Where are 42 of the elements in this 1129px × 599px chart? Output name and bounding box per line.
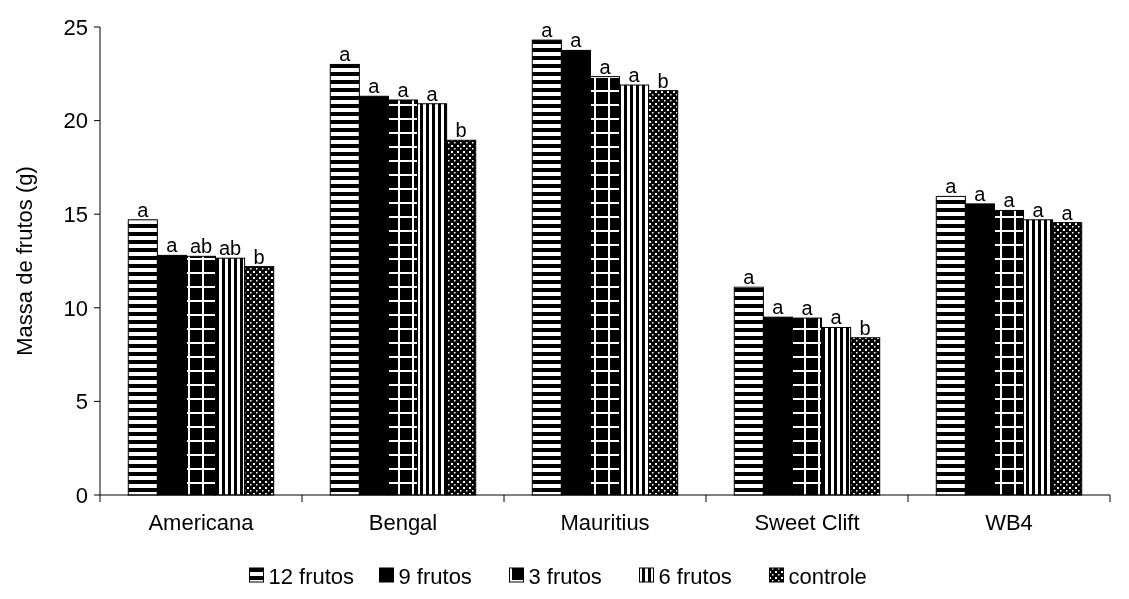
data-label: a xyxy=(166,234,179,257)
data-label: a xyxy=(628,64,641,87)
data-label: a xyxy=(137,198,150,221)
data-label: a xyxy=(1003,189,1016,212)
x-tick-label: Americana xyxy=(148,510,255,535)
y-tick-label: 25 xyxy=(63,14,88,40)
data-label: a xyxy=(599,55,612,78)
data-label: a xyxy=(570,29,583,52)
legend-label: controle xyxy=(788,563,867,589)
data-label: a xyxy=(426,82,439,105)
legend-label: 9 frutos xyxy=(398,563,472,589)
y-axis-title: Massa de frutos (g) xyxy=(12,166,37,356)
data-label: a xyxy=(801,297,814,320)
y-tick-label: 5 xyxy=(75,389,88,415)
data-label: b xyxy=(859,316,871,339)
data-label: b xyxy=(657,69,669,92)
data-label: a xyxy=(974,182,987,205)
data-label: a xyxy=(772,296,785,319)
legend-label: 3 frutos xyxy=(528,563,602,589)
data-label: a xyxy=(1032,198,1045,221)
x-tick-label: Bengal xyxy=(368,510,438,535)
legend-label: 6 frutos xyxy=(658,563,732,589)
y-tick-label: 0 xyxy=(75,482,88,508)
data-label: b xyxy=(455,119,467,142)
data-label: a xyxy=(397,79,410,102)
y-tick-label: 15 xyxy=(63,201,88,227)
data-label: ab xyxy=(218,237,242,260)
legend-label: 12 frutos xyxy=(268,563,355,589)
data-label: a xyxy=(541,19,554,42)
x-tick-label: Mauritius xyxy=(560,510,650,535)
data-label: a xyxy=(830,306,843,329)
data-label: a xyxy=(368,75,381,98)
data-label: a xyxy=(1061,201,1074,224)
data-label: a xyxy=(339,43,352,66)
y-tick-label: 20 xyxy=(63,108,88,134)
data-label: a xyxy=(743,266,756,289)
x-tick-label: Sweet Clift xyxy=(754,510,860,535)
data-label: ab xyxy=(189,235,213,258)
data-label: b xyxy=(253,245,265,268)
data-label: a xyxy=(945,175,958,198)
y-tick-label: 10 xyxy=(63,295,88,321)
x-tick-label: WB4 xyxy=(985,510,1033,535)
